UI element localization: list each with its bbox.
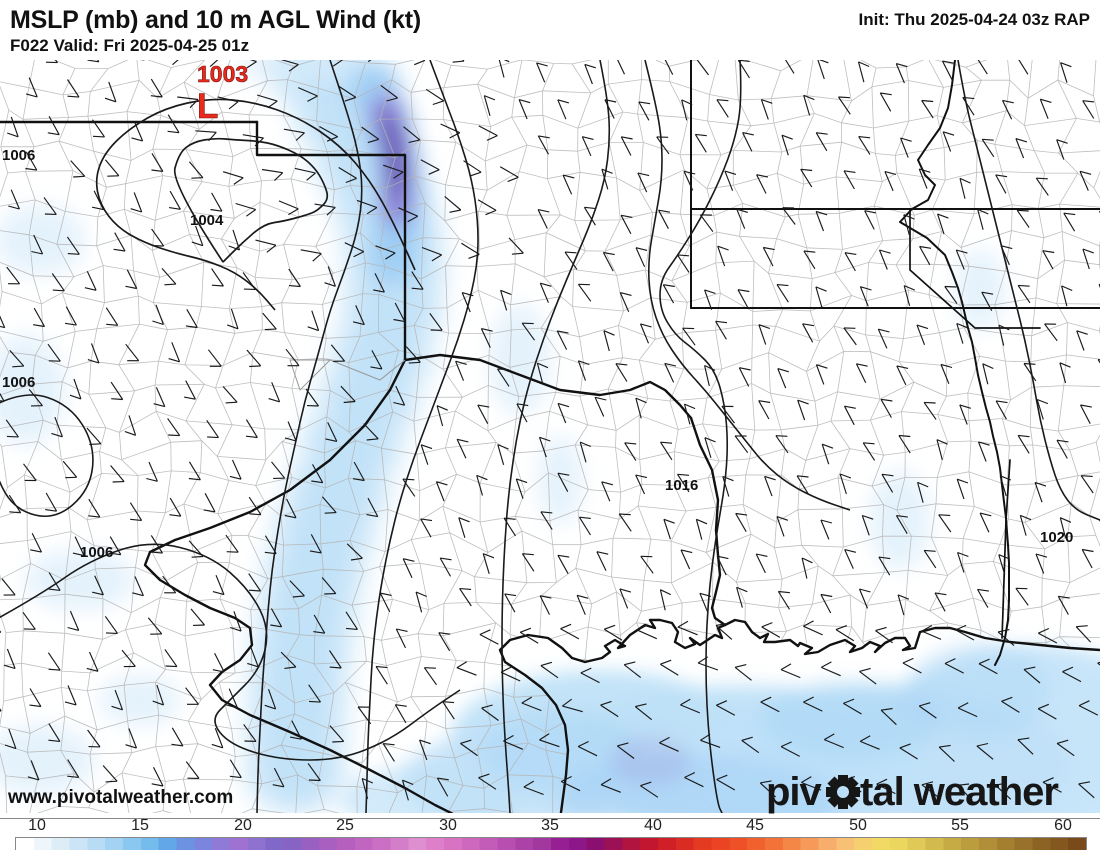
svg-text:1006: 1006 [2, 374, 35, 391]
svg-text:1020: 1020 [1040, 529, 1073, 546]
svg-text:1004: 1004 [190, 212, 224, 229]
svg-text:L: L [197, 87, 218, 126]
svg-text:1006: 1006 [2, 147, 35, 164]
svg-text:1006: 1006 [80, 544, 113, 561]
svg-text:tal weather: tal weather [860, 770, 1058, 814]
svg-text:piv: piv [766, 770, 823, 814]
svg-text:1003: 1003 [197, 61, 248, 87]
svg-text:1016: 1016 [665, 477, 698, 494]
